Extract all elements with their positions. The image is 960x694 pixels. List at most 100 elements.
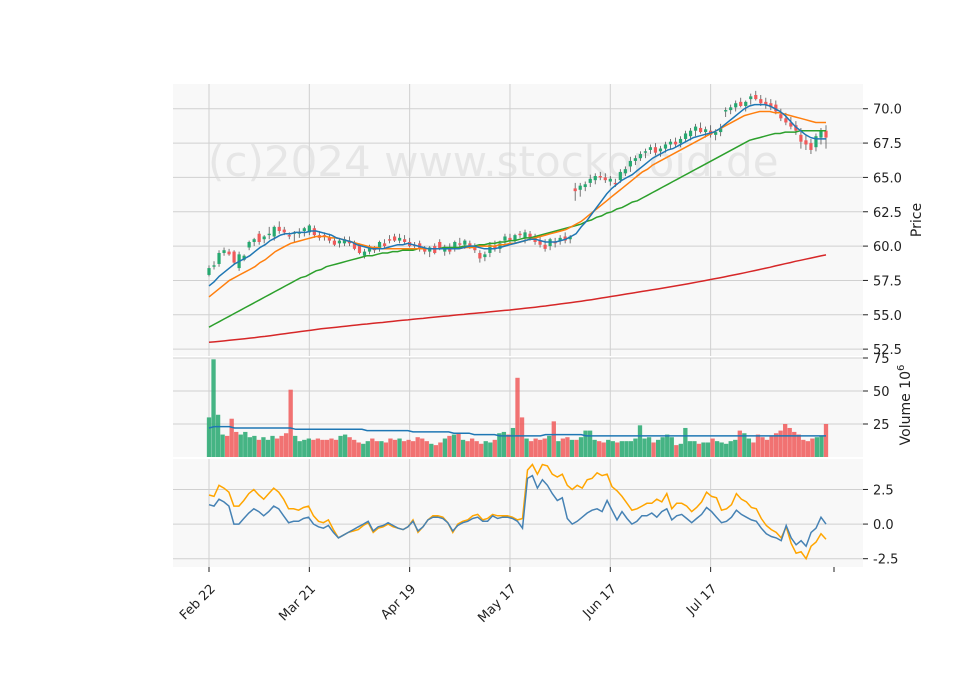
volume-bar [524, 438, 529, 457]
volume-bar [293, 435, 298, 457]
candle-down [769, 103, 773, 108]
price-y-tick-label: 70.0 [873, 103, 902, 118]
candle-down [393, 236, 397, 241]
candle-up [729, 107, 733, 111]
volume-bar [506, 434, 511, 457]
volume-bar [274, 438, 280, 457]
volume-bar [224, 435, 230, 457]
volume-bar [701, 442, 706, 457]
candle-up [588, 178, 592, 183]
candle-up [307, 225, 311, 233]
candle-down [598, 176, 602, 178]
volume-bar [460, 439, 466, 457]
volume-bar [583, 430, 588, 457]
volume-bar [338, 435, 343, 457]
volume-bar [719, 442, 724, 457]
volume-bar [469, 438, 475, 457]
candle-up [693, 126, 698, 131]
volume-axis-title-base: Volume 10 [898, 371, 914, 445]
volume-bar [324, 439, 330, 457]
candle-up [593, 176, 597, 181]
candle-up [513, 235, 517, 241]
price-y-tick-label: 60.0 [873, 240, 902, 255]
candle-up [367, 247, 372, 252]
candle-down [809, 143, 813, 150]
volume-bar [737, 430, 742, 457]
candle-up [222, 250, 226, 253]
price-y-tick-label: 67.5 [873, 137, 902, 152]
volume-bar [565, 437, 570, 457]
volume-bar [342, 434, 348, 457]
candle-up [453, 241, 457, 249]
volume-bar [333, 439, 339, 457]
candle-up [568, 236, 572, 240]
oscillator-y-tick-label: -2.5 [873, 553, 898, 568]
volume-bar [374, 441, 380, 457]
volume-bar [705, 442, 711, 457]
candle-down [759, 99, 763, 104]
volume-bar [587, 430, 593, 457]
volume-bar [397, 438, 402, 457]
candle-down [287, 235, 291, 237]
oscillator-y-tick-label: 0.0 [873, 518, 894, 533]
candle-up [558, 237, 562, 241]
candle-up [678, 138, 683, 144]
volume-bar [247, 437, 252, 457]
x-tick-label: Mar 21 [276, 582, 319, 625]
candle-up [398, 237, 402, 241]
volume-bar [646, 437, 652, 457]
candle-down [774, 104, 778, 112]
volume-bar [624, 441, 629, 457]
volume-bar [792, 431, 797, 457]
volume-bar [660, 437, 665, 457]
volume-bar [433, 445, 438, 457]
volume-bar [538, 439, 543, 457]
volume-bar [778, 430, 783, 457]
price-y-tick-label: 52.5 [873, 343, 902, 358]
volume-bar [547, 435, 552, 457]
volume-bar [655, 439, 661, 457]
candle-down [277, 226, 281, 231]
price-y-tick-label: 55.0 [873, 309, 902, 324]
candle-up [483, 254, 487, 258]
volume-bar [302, 439, 307, 457]
x-tick-label: Apr 19 [378, 582, 419, 623]
candle-up [688, 130, 693, 137]
candle-down [387, 239, 392, 241]
candle-up [207, 268, 211, 275]
candle-down [478, 252, 482, 259]
volume-bar [592, 439, 597, 457]
volume-bar [361, 443, 366, 457]
volume-bar [410, 441, 416, 457]
volume-bar [574, 439, 579, 457]
volume-y-tick-label: 25 [873, 418, 890, 433]
candle-up [663, 144, 668, 149]
price-panel-background [173, 84, 863, 356]
volume-bar [601, 442, 606, 457]
volume-bar [810, 438, 815, 457]
candle-down [352, 243, 357, 249]
candle-up [668, 141, 673, 145]
candle-down [382, 243, 387, 247]
volume-bar [415, 437, 420, 457]
candle-down [423, 248, 427, 252]
volume-bar [456, 433, 461, 457]
x-tick-label: Jun 17 [580, 582, 620, 622]
volume-bar [692, 441, 697, 457]
volume-bar [578, 437, 584, 457]
volume-bar [215, 414, 221, 457]
volume-bar [279, 435, 284, 457]
candle-down [332, 240, 337, 245]
candle-up [498, 243, 502, 249]
oscillator-line-a [208, 474, 827, 548]
volume-bar [220, 434, 225, 457]
candle-up [217, 252, 221, 264]
candle-up [523, 232, 527, 238]
volume-bar [479, 443, 484, 457]
volume-bar [442, 438, 448, 457]
volume-bar [651, 442, 656, 457]
candle-down [603, 177, 607, 181]
candle-down [232, 251, 236, 263]
candle-down [789, 122, 793, 127]
